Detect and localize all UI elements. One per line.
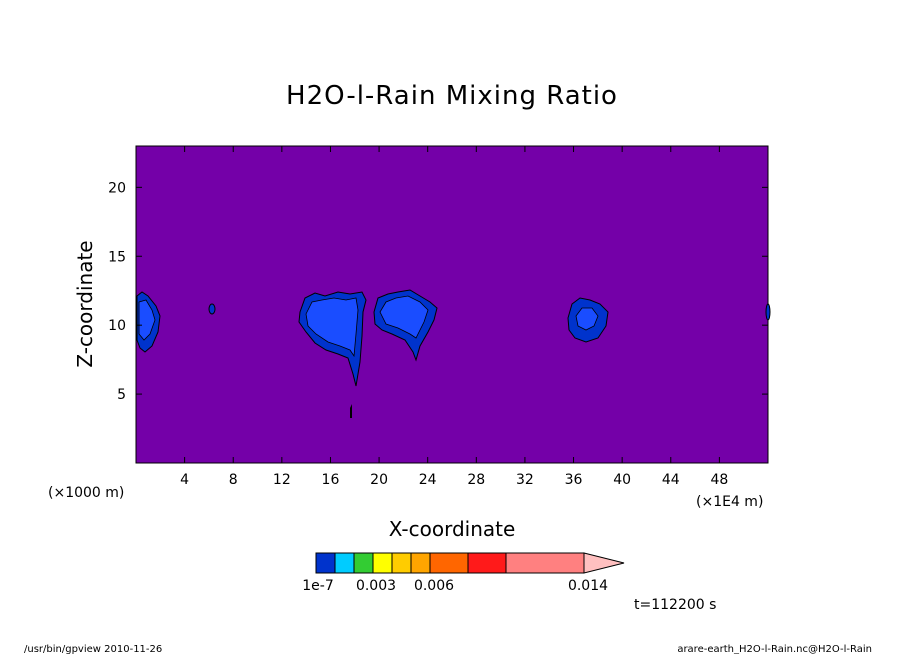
colorbar-segment-2 — [353, 552, 374, 574]
y-tick-label-3: 20 — [108, 180, 126, 196]
colorbar-segment-0 — [315, 552, 336, 574]
y-axis-label: Z-coordinate — [73, 240, 97, 367]
footer-right: arare-earth_H2O-l-Rain.nc@H2O-l-Rain — [677, 644, 872, 654]
chart-title: H2O-l-Rain Mixing Ratio — [286, 81, 618, 111]
colorbar-segment-6 — [429, 552, 469, 574]
plot-area — [135, 145, 769, 464]
y-axis-ticks: 5 10 15 20 — [108, 180, 768, 403]
x-tick-label-8: 36 — [565, 472, 583, 488]
colorbar-extension-arrow — [583, 552, 625, 574]
colorbar — [315, 552, 625, 574]
x-unit-left: (×1000 m) — [48, 485, 124, 501]
x-tick-label-1: 8 — [229, 472, 238, 488]
x-tick-label-3: 16 — [322, 472, 340, 488]
colorbar-segment-8 — [505, 552, 585, 574]
y-tick-label-2: 15 — [108, 249, 126, 265]
colorbar-segment-5 — [410, 552, 431, 574]
x-tick-label-0: 4 — [180, 472, 189, 488]
y-tick-label-1: 10 — [108, 318, 126, 334]
x-tick-label-9: 40 — [613, 472, 631, 488]
x-unit-right: (×1E4 m) — [696, 494, 763, 510]
rain-feature-2 — [208, 303, 216, 315]
x-tick-label-4: 20 — [370, 472, 388, 488]
colorbar-label-0: 1e-7 — [302, 578, 333, 594]
colorbar-segment-3 — [372, 552, 393, 574]
time-label: t=112200 s — [634, 597, 716, 613]
colorbar-segment-4 — [391, 552, 412, 574]
colorbar-label-1: 0.003 — [356, 578, 396, 594]
x-tick-label-7: 32 — [516, 472, 534, 488]
x-tick-label-6: 28 — [467, 472, 485, 488]
x-axis-label: X-coordinate — [389, 517, 516, 541]
x-tick-label-5: 24 — [419, 472, 437, 488]
x-tick-label-10: 44 — [662, 472, 680, 488]
colorbar-segment-7 — [467, 552, 507, 574]
colorbar-segment-1 — [334, 552, 355, 574]
colorbar-label-3: 0.014 — [568, 578, 608, 594]
footer-left: /usr/bin/gpview 2010-11-26 — [24, 644, 162, 654]
colorbar-label-2: 0.006 — [414, 578, 454, 594]
x-tick-label-11: 48 — [710, 472, 728, 488]
rain-features — [136, 289, 771, 418]
y-tick-label-0: 5 — [117, 387, 126, 403]
x-axis-ticks: 4 8 12 16 20 24 28 32 36 40 44 48 — [180, 146, 728, 488]
x-tick-label-2: 12 — [273, 472, 291, 488]
